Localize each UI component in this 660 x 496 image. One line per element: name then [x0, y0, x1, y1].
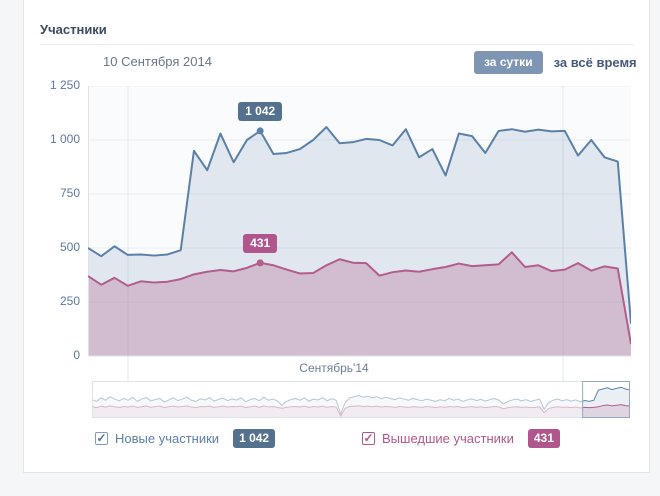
- navigator-selection[interactable]: [582, 381, 630, 418]
- y-tick-label: 0: [73, 348, 80, 362]
- range-controls: за сутки за всё время: [474, 51, 637, 74]
- legend-item-left-members[interactable]: ✓ Вышедшие участники 431: [362, 429, 560, 448]
- legend-label-left-members: Вышедшие участники: [382, 431, 514, 446]
- legend-value-left-members: 431: [527, 429, 560, 448]
- checkbox-left-members[interactable]: ✓: [362, 431, 375, 445]
- y-tick-label: 250: [59, 294, 80, 308]
- current-date-label: 10 Сентября 2014: [103, 54, 212, 69]
- y-tick-label: 750: [59, 186, 80, 200]
- legend-item-new-members[interactable]: ✓ Новые участники 1 042: [95, 429, 276, 448]
- page-title: Участники: [40, 22, 107, 37]
- main-chart[interactable]: [88, 86, 631, 382]
- tooltip-badge-left-members: 431: [243, 233, 278, 253]
- title-separator: [40, 44, 634, 45]
- y-tick-label: 1 250: [49, 78, 80, 92]
- y-tick-label: 500: [59, 240, 80, 254]
- navigator-minimap[interactable]: [92, 381, 630, 418]
- legend-value-new-members: 1 042: [233, 429, 276, 448]
- legend-label-new-members: Новые участники: [115, 431, 220, 446]
- x-axis-month-label: Сентябрь'14: [299, 361, 369, 375]
- checkbox-new-members[interactable]: ✓: [95, 431, 108, 445]
- range-button-day[interactable]: за сутки: [474, 51, 543, 74]
- chart-legend: ✓ Новые участники 1 042 ✓ Вышедшие участ…: [0, 429, 660, 448]
- tooltip-badge-new-members: 1 042: [238, 101, 283, 121]
- range-button-alltime[interactable]: за всё время: [553, 55, 637, 70]
- y-tick-label: 1 000: [49, 132, 80, 146]
